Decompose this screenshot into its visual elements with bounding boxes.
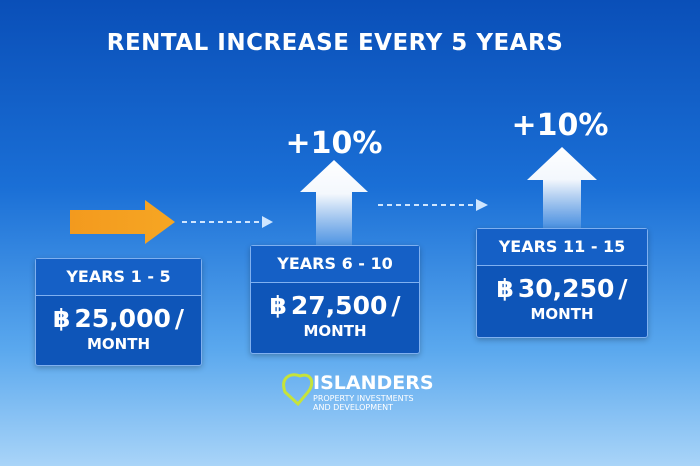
- amount: 30,250: [517, 274, 615, 303]
- currency: ฿: [269, 291, 287, 320]
- step-box: YEARS 1 - 5 ฿ 25,000/ MONTH: [35, 258, 202, 366]
- title: RENTAL INCREASE EVERY 5 YEARS: [106, 30, 564, 56]
- logo-tagline: PROPERTY INVESTMENTS: [313, 394, 414, 403]
- arrow-head: [476, 199, 488, 211]
- currency: ฿: [496, 274, 514, 303]
- unit: MONTH: [86, 335, 151, 353]
- period: YEARS 11 - 15: [477, 229, 647, 266]
- start-arrow: [70, 200, 175, 244]
- price: ฿ 25,000/: [36, 304, 201, 333]
- increase: +10%: [511, 108, 609, 143]
- logo-name: ISLANDERS: [313, 372, 434, 394]
- period: YEARS 6 - 10: [251, 246, 419, 283]
- separator: /: [618, 274, 628, 303]
- logo-tagline: AND DEVELOPMENT: [313, 403, 394, 412]
- step-box: YEARS 6 - 10 ฿ 27,500/ MONTH: [250, 245, 420, 354]
- step-box: YEARS 11 - 15 ฿ 30,250/ MONTH: [476, 228, 648, 338]
- arrow-head: [262, 216, 273, 228]
- up-arrow: [527, 147, 597, 228]
- unit: MONTH: [303, 322, 367, 340]
- amount: 27,500: [290, 291, 388, 320]
- unit: MONTH: [530, 305, 594, 323]
- separator: /: [391, 291, 401, 320]
- price: ฿ 27,500/: [251, 291, 419, 320]
- period: YEARS 1 - 5: [36, 259, 201, 296]
- separator: /: [174, 304, 185, 333]
- amount: 25,000: [74, 304, 171, 333]
- logo-icon: [282, 373, 314, 407]
- increase: +10%: [285, 126, 383, 161]
- logo: ISLANDERS PROPERTY INVESTMENTS AND DEVEL…: [313, 372, 434, 412]
- up-arrow: [300, 160, 368, 245]
- currency: ฿: [52, 304, 71, 333]
- price: ฿ 30,250/: [477, 274, 647, 303]
